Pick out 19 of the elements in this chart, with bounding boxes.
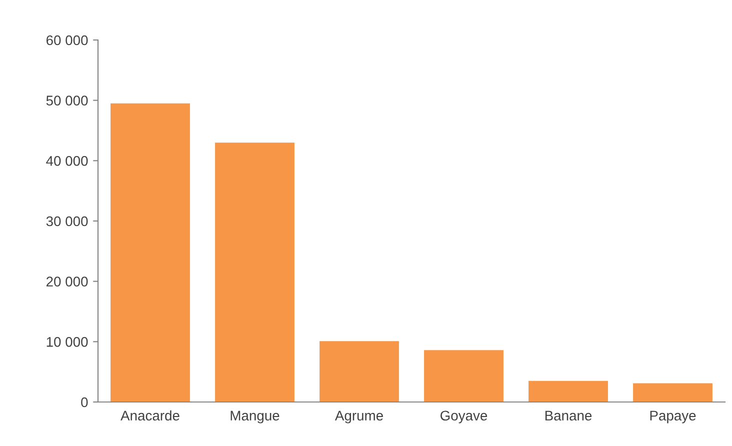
y-tick-label: 0 xyxy=(81,397,88,408)
x-tick-label: Goyave xyxy=(440,410,488,424)
y-tick-label: 60 000 xyxy=(46,35,88,46)
x-tick-label: Agrume xyxy=(334,410,383,424)
x-tick-label: Papaye xyxy=(650,410,696,424)
y-tick-label: 30 000 xyxy=(46,216,88,226)
bar xyxy=(633,383,712,402)
bar xyxy=(424,350,504,402)
y-tick-label: 40 000 xyxy=(46,156,88,166)
bar xyxy=(320,341,399,402)
y-tick-label: 50 000 xyxy=(46,96,88,106)
x-tick-label: Anacarde xyxy=(120,410,180,421)
bar xyxy=(528,380,608,402)
y-tick-label: 20 000 xyxy=(46,276,88,287)
x-tick-label: Mangue xyxy=(230,410,280,424)
x-tick-label: Banane xyxy=(545,410,592,421)
y-tick-label: 10 000 xyxy=(46,337,88,347)
bar xyxy=(110,103,190,402)
bar xyxy=(215,142,294,402)
